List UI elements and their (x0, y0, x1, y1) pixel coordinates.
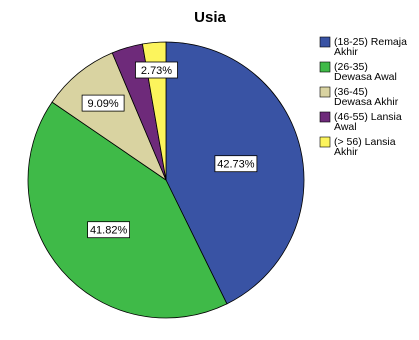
legend-label: Dewasa Akhir (334, 96, 399, 108)
legend-label: Awal (334, 121, 357, 133)
legend-label: (> 56) Lansia (334, 136, 396, 148)
data-label-text: 41.82% (90, 225, 128, 237)
legend-label: (18-25) Remaja (334, 36, 407, 48)
legend-label: (46-55) Lansia (334, 111, 402, 123)
data-label-text: 9.09% (87, 98, 118, 110)
data-label-text: 42.73% (217, 159, 255, 171)
legend-entry-2: (26-35)Dewasa Awal (319, 61, 397, 83)
legend-swatch (319, 111, 331, 123)
legend-swatch (319, 136, 331, 148)
pie-slice-1 (165, 41, 305, 305)
legend-label: Akhir (334, 46, 358, 58)
data-label-3: 9.09% (81, 94, 125, 112)
data-label-5: 2.73% (135, 61, 178, 79)
data-label-text: 2.73% (141, 65, 172, 77)
legend-swatch (319, 61, 331, 73)
pie-slice-2 (27, 101, 228, 319)
legend-entry-3: (36-45)Dewasa Akhir (319, 86, 399, 108)
legend-label: Dewasa Awal (334, 71, 397, 83)
legend-swatch (319, 36, 331, 48)
legend-label: (26-35) (334, 61, 368, 73)
legend-label: (36-45) (334, 86, 368, 98)
data-label-box (87, 221, 130, 239)
data-label-box (81, 94, 125, 112)
legend-swatch (319, 86, 331, 98)
legend-label: Akhir (334, 146, 358, 158)
pie-slice-3 (51, 52, 167, 182)
data-label-box (135, 61, 178, 79)
data-label-2: 41.82% (87, 221, 130, 239)
data-label-1: 42.73% (214, 155, 258, 173)
chart-title: Usia (194, 9, 226, 26)
data-label-box (214, 155, 258, 173)
